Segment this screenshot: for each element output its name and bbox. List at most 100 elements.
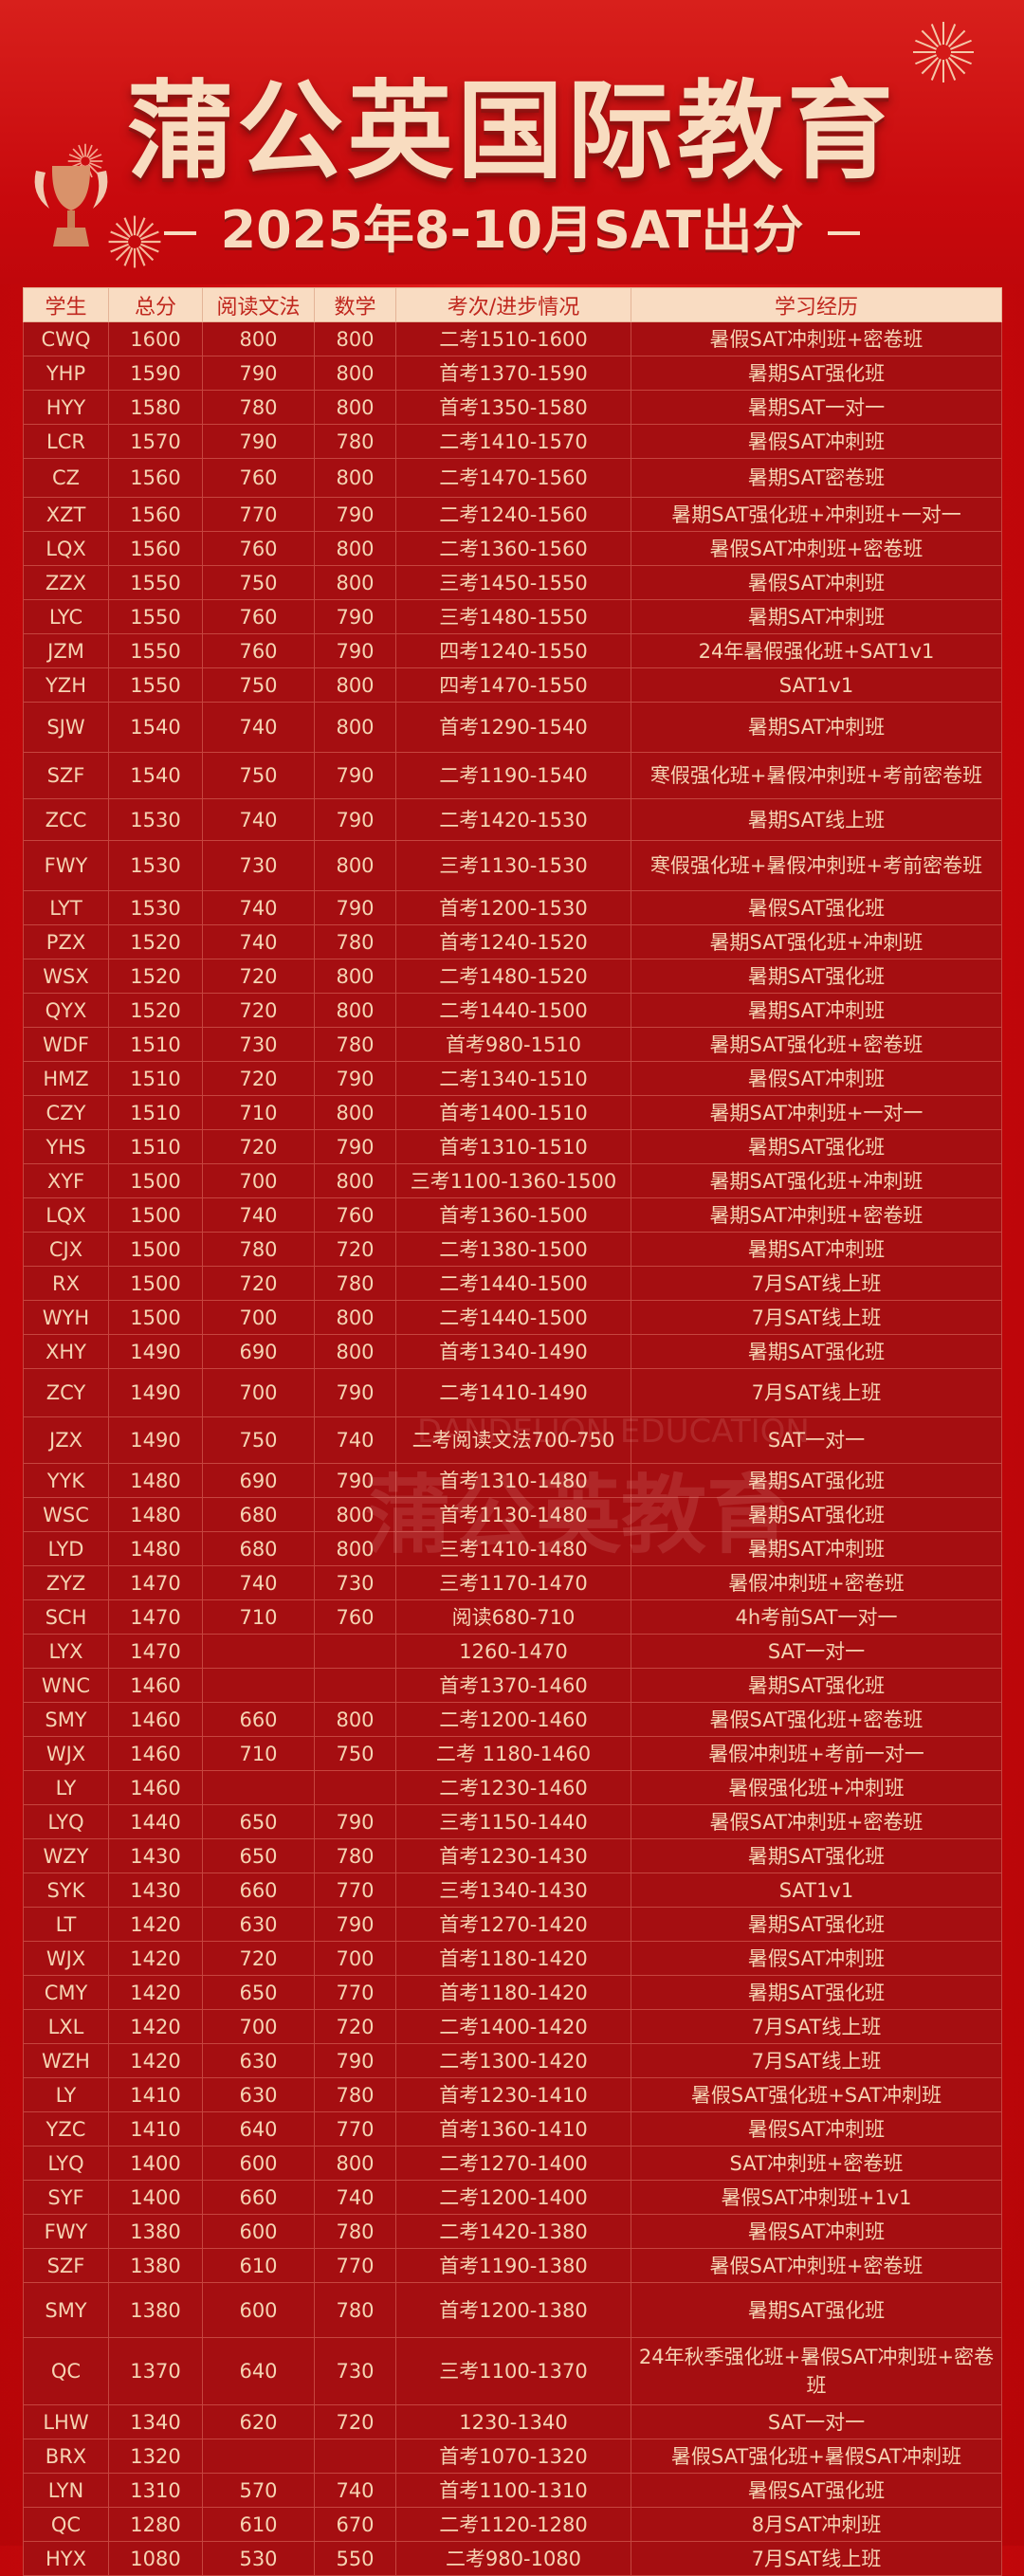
trophy-icon xyxy=(34,166,108,247)
cell-reading-writing: 720 xyxy=(202,1061,315,1096)
cell-math: 790 xyxy=(314,1804,396,1839)
cell-math: 740 xyxy=(314,1416,396,1464)
cell-reading-writing xyxy=(202,2439,315,2474)
cell-total: 1480 xyxy=(108,1463,203,1498)
cell-total: 1430 xyxy=(108,1873,203,1908)
cell-attempt-progress: 二考1440-1500 xyxy=(395,993,631,1028)
cell-study-history: 7月SAT线上班 xyxy=(631,1368,1002,1417)
cell-reading-writing: 790 xyxy=(202,424,315,459)
cell-math: 790 xyxy=(314,1907,396,1942)
cell-attempt-progress: 二考1440-1500 xyxy=(395,1266,631,1301)
cell-attempt-progress: 首考1070-1320 xyxy=(395,2439,631,2474)
cell-study-history: 4h考前SAT一对一 xyxy=(631,1599,1002,1635)
table-row: YZC 1410 640 770 首考1360-1410 暑假SAT冲刺班 xyxy=(23,2111,1002,2147)
cell-student: LHW xyxy=(23,2404,109,2439)
cell-math: 790 xyxy=(314,798,396,841)
table-row: WSC 1480 680 800 首考1130-1480 暑期SAT强化班 xyxy=(23,1497,1002,1532)
cell-student: ZCC xyxy=(23,798,109,841)
cell-study-history: 暑期SAT强化班+密卷班 xyxy=(631,1027,1002,1062)
cell-attempt-progress: 二考阅读文法700-750 xyxy=(395,1416,631,1464)
cell-math: 780 xyxy=(314,924,396,959)
hero-banner xyxy=(0,0,1024,284)
cell-math: 800 xyxy=(314,702,396,753)
cell-student: QC xyxy=(23,2337,109,2405)
cell-study-history: 暑期SAT强化班 xyxy=(631,1975,1002,2010)
cell-attempt-progress: 首考1180-1420 xyxy=(395,1975,631,2010)
cell-reading-writing: 740 xyxy=(202,798,315,841)
cell-attempt-progress: 首考1310-1510 xyxy=(395,1129,631,1164)
table-row: WNC 1460 首考1370-1460 暑期SAT强化班 xyxy=(23,1668,1002,1703)
cell-student: CJX xyxy=(23,1232,109,1267)
table-row: HMZ 1510 720 790 二考1340-1510 暑假SAT冲刺班 xyxy=(23,1061,1002,1096)
cell-student: WJX xyxy=(23,1941,109,1976)
cell-study-history: 暑期SAT冲刺班+密卷班 xyxy=(631,1197,1002,1233)
cell-student: LXL xyxy=(23,2009,109,2044)
cell-math: 670 xyxy=(314,2507,396,2542)
cell-study-history: 暑假SAT冲刺班+密卷班 xyxy=(631,531,1002,566)
cell-attempt-progress: 二考1480-1520 xyxy=(395,959,631,994)
cell-student: XYF xyxy=(23,1163,109,1198)
table-row: YYK 1480 690 790 首考1310-1480 暑期SAT强化班 xyxy=(23,1463,1002,1498)
cell-student: SJW xyxy=(23,702,109,753)
table-row: WYH 1500 700 800 二考1440-1500 7月SAT线上班 xyxy=(23,1300,1002,1335)
cell-total: 1490 xyxy=(108,1416,203,1464)
cell-math: 800 xyxy=(314,356,396,391)
cell-student: XZT xyxy=(23,497,109,532)
column-header-study-history: 学习经历 xyxy=(631,287,1002,322)
cell-student: SZF xyxy=(23,752,109,799)
cell-reading-writing: 800 xyxy=(202,321,315,356)
divider xyxy=(828,231,861,236)
cell-total: 1340 xyxy=(108,2404,203,2439)
cell-reading-writing xyxy=(202,1770,315,1805)
cell-reading-writing: 750 xyxy=(202,667,315,703)
table-row: LYQ 1400 600 800 二考1270-1400 SAT冲刺班+密卷班 xyxy=(23,2146,1002,2181)
cell-total: 1420 xyxy=(108,1907,203,1942)
cell-math: 770 xyxy=(314,1873,396,1908)
cell-reading-writing: 660 xyxy=(202,1702,315,1737)
table-row: JZM 1550 760 790 四考1240-1550 24年暑假强化班+SAT1v1 xyxy=(23,633,1002,668)
cell-study-history: 暑假SAT冲刺班+密卷班 xyxy=(631,321,1002,356)
cell-reading-writing: 740 xyxy=(202,890,315,925)
cell-reading-writing: 610 xyxy=(202,2507,315,2542)
cell-total: 1510 xyxy=(108,1061,203,1096)
cell-attempt-progress: 二考1190-1540 xyxy=(395,752,631,799)
cell-math: 730 xyxy=(314,2337,396,2405)
cell-study-history: 暑假SAT强化班+SAT冲刺班 xyxy=(631,2077,1002,2112)
cell-math xyxy=(314,1770,396,1805)
cell-total: 1480 xyxy=(108,1531,203,1566)
cell-reading-writing: 650 xyxy=(202,1804,315,1839)
cell-study-history: 暑期SAT强化班 xyxy=(631,1668,1002,1703)
table-header-row: 学生 总分 阅读文法 数学 考次/进步情况 学习经历 xyxy=(23,287,1002,322)
cell-student: CWQ xyxy=(23,321,109,356)
cell-study-history: 暑期SAT冲刺班 xyxy=(631,1531,1002,1566)
cell-total: 1320 xyxy=(108,2439,203,2474)
cell-math: 800 xyxy=(314,1095,396,1130)
cell-study-history: 暑假SAT冲刺班+密卷班 xyxy=(631,1804,1002,1839)
cell-study-history: 暑期SAT强化班+冲刺班+一对一 xyxy=(631,497,1002,532)
cell-attempt-progress: 二考1240-1560 xyxy=(395,497,631,532)
cell-reading-writing: 700 xyxy=(202,1368,315,1417)
cell-math: 770 xyxy=(314,2248,396,2283)
cell-reading-writing: 740 xyxy=(202,702,315,753)
cell-attempt-progress: 三考1100-1370 xyxy=(395,2337,631,2405)
cell-math: 800 xyxy=(314,390,396,425)
cell-math: 720 xyxy=(314,1232,396,1267)
cell-attempt-progress: 首考1230-1430 xyxy=(395,1838,631,1873)
cell-attempt-progress: 首考1180-1420 xyxy=(395,1941,631,1976)
cell-math: 790 xyxy=(314,752,396,799)
cell-study-history: 暑假SAT冲刺班+1v1 xyxy=(631,2180,1002,2215)
cell-attempt-progress: 首考1200-1380 xyxy=(395,2282,631,2338)
score-table: 学生 总分 阅读文法 数学 考次/进步情况 学习经历 CWQ 1600 800 800 二考151… xyxy=(23,287,1002,2576)
cell-study-history: SAT一对一 xyxy=(631,2404,1002,2439)
cell-study-history: 寒假强化班+暑假冲刺班+考前密卷班 xyxy=(631,840,1002,891)
cell-total: 1460 xyxy=(108,1770,203,1805)
table-row: LT 1420 630 790 首考1270-1420 暑期SAT强化班 xyxy=(23,1907,1002,1942)
cell-total: 1510 xyxy=(108,1129,203,1164)
table-row: CWQ 1600 800 800 二考1510-1600 暑假SAT冲刺班+密卷班 xyxy=(23,321,1002,356)
column-header-student: 学生 xyxy=(23,287,109,322)
cell-attempt-progress: 三考1410-1480 xyxy=(395,1531,631,1566)
cell-total: 1380 xyxy=(108,2248,203,2283)
cell-total: 1490 xyxy=(108,1368,203,1417)
cell-math: 780 xyxy=(314,2077,396,2112)
cell-math: 800 xyxy=(314,458,396,498)
